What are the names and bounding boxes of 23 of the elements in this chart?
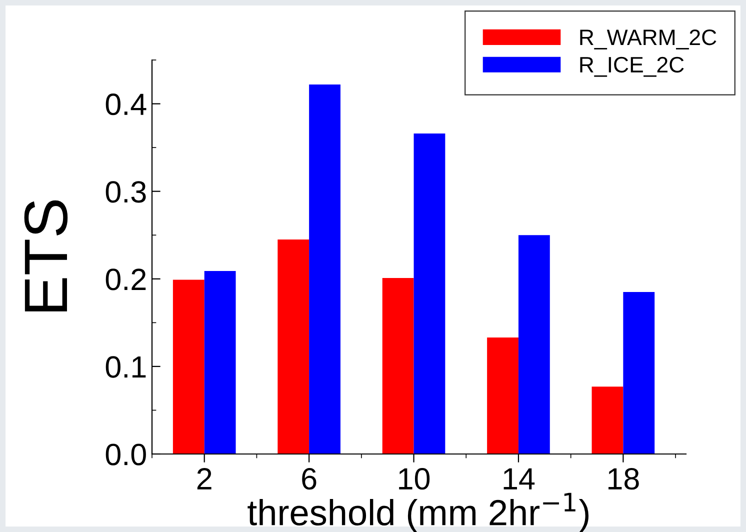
y-tick-label: 0.2 xyxy=(106,268,146,290)
y-tick-label: 0.3 xyxy=(106,181,146,203)
bar xyxy=(278,239,310,454)
x-tick-label: 6 xyxy=(302,468,316,490)
y-axis-title: ETS xyxy=(24,200,68,312)
x-tick-label: 10 xyxy=(399,468,430,490)
bar xyxy=(382,278,414,454)
y-tick-label: 0.1 xyxy=(106,356,146,378)
legend-label: R_WARM_2C xyxy=(580,29,716,50)
x-tick-label: 18 xyxy=(608,468,639,490)
x-tick-label: 14 xyxy=(504,468,535,490)
bar xyxy=(487,338,518,454)
bar xyxy=(518,235,550,454)
bar xyxy=(172,280,204,454)
bar xyxy=(592,386,624,454)
bar xyxy=(623,292,655,454)
y-tick-label: 0.4 xyxy=(106,94,146,116)
bar xyxy=(204,271,236,454)
x-tick-label: 2 xyxy=(197,468,212,490)
bar xyxy=(309,84,340,454)
y-tick-label: 0.0 xyxy=(106,444,146,466)
bar xyxy=(414,134,446,454)
legend-label: R_ICE_2C xyxy=(580,56,684,77)
